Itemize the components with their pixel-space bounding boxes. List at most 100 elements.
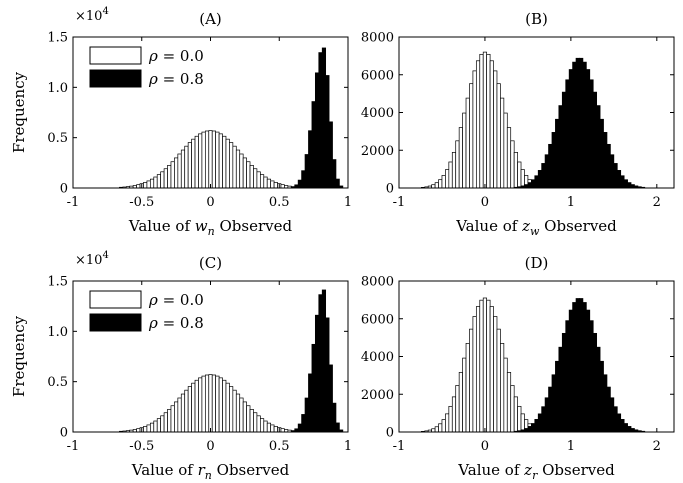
bar xyxy=(548,143,553,189)
bar xyxy=(301,414,306,433)
bar xyxy=(599,118,604,189)
bar xyxy=(496,328,501,433)
bar xyxy=(434,426,439,433)
bar xyxy=(311,101,316,189)
bar xyxy=(506,127,512,189)
x-tick-label: -0.5 xyxy=(129,439,154,454)
bar xyxy=(527,182,532,189)
bar xyxy=(191,382,196,433)
panel-title: (B) xyxy=(525,10,548,28)
legend-label: ρ = 0.0 xyxy=(148,47,204,65)
legend: ρ = 0.0ρ = 0.8 xyxy=(89,290,204,332)
bar xyxy=(441,175,446,189)
bar xyxy=(335,422,340,433)
legend-value: = 0.8 xyxy=(158,70,204,88)
bar xyxy=(585,309,591,433)
bar xyxy=(308,373,313,433)
legend-symbol: ρ xyxy=(148,291,158,309)
x-tick-label: -0.5 xyxy=(129,195,154,210)
bar xyxy=(582,61,587,189)
bar xyxy=(297,423,302,433)
y-tick-label: 1.5 xyxy=(47,31,68,46)
bar xyxy=(253,168,258,189)
legend-symbol: ρ xyxy=(148,314,158,332)
series-1 xyxy=(290,289,344,433)
y-tick-label: 4000 xyxy=(361,106,394,121)
bar xyxy=(599,360,604,433)
bar xyxy=(530,423,536,433)
bar xyxy=(441,419,446,433)
x-axis-label: Value of zw Observed xyxy=(455,217,617,238)
bar xyxy=(489,60,494,189)
legend-label: ρ = 0.0 xyxy=(148,291,204,309)
series-1 xyxy=(290,47,344,189)
bar xyxy=(513,152,518,189)
bar xyxy=(167,409,172,433)
bar xyxy=(321,289,327,433)
series-0 xyxy=(119,130,302,189)
bar xyxy=(253,412,258,433)
y-tick-label: 2000 xyxy=(361,144,394,159)
bar xyxy=(194,379,199,433)
bar xyxy=(537,413,543,433)
bar xyxy=(603,132,608,189)
bar xyxy=(170,161,175,189)
bar xyxy=(558,105,563,189)
bar xyxy=(184,389,189,433)
y-tick-label: 1.0 xyxy=(47,81,68,96)
bar xyxy=(160,415,165,433)
bar xyxy=(527,426,532,433)
bar xyxy=(146,424,151,433)
bar xyxy=(469,328,474,433)
bar xyxy=(191,138,196,189)
bar xyxy=(232,145,237,189)
bar xyxy=(561,91,567,189)
bar xyxy=(266,178,272,189)
bar xyxy=(592,332,598,433)
bar xyxy=(153,176,158,189)
bar xyxy=(575,298,580,433)
x-label-subscript: w xyxy=(530,225,540,238)
y-tick-label: 6000 xyxy=(361,68,394,83)
bar xyxy=(613,163,618,189)
x-label-prefix: Value of xyxy=(455,217,522,235)
bar xyxy=(510,140,515,189)
x-tick-label: 2 xyxy=(653,439,661,454)
exponent-base: ×10 xyxy=(75,9,102,24)
bar xyxy=(218,133,223,189)
x-label-variable: z xyxy=(521,217,530,235)
bar xyxy=(170,405,175,433)
bar xyxy=(541,163,546,189)
bar xyxy=(606,386,611,433)
bar xyxy=(211,374,217,433)
bar xyxy=(472,316,477,433)
x-label-prefix: Value of xyxy=(457,461,524,479)
bar xyxy=(222,379,227,433)
bar xyxy=(156,174,162,189)
bar xyxy=(215,375,220,433)
bar xyxy=(229,386,234,433)
bar xyxy=(510,385,515,433)
y-tick-label: 1.5 xyxy=(47,275,68,290)
bar xyxy=(314,314,320,433)
y-tick-label: 0 xyxy=(60,182,68,197)
bar xyxy=(592,91,598,189)
bar xyxy=(321,47,327,189)
exponent-power: 4 xyxy=(102,250,108,261)
bar xyxy=(143,182,148,189)
bar xyxy=(301,170,306,189)
bar xyxy=(596,105,601,189)
bar xyxy=(242,401,247,433)
bar xyxy=(239,397,244,433)
bar xyxy=(273,426,278,433)
bar xyxy=(204,130,210,189)
bar xyxy=(156,418,162,433)
bar xyxy=(232,389,237,433)
x-label-subscript: n xyxy=(208,225,215,238)
bar xyxy=(479,299,484,433)
bar xyxy=(198,377,203,433)
bar xyxy=(180,393,186,433)
bar xyxy=(520,169,525,189)
series-1 xyxy=(513,57,646,189)
bar xyxy=(465,97,470,189)
